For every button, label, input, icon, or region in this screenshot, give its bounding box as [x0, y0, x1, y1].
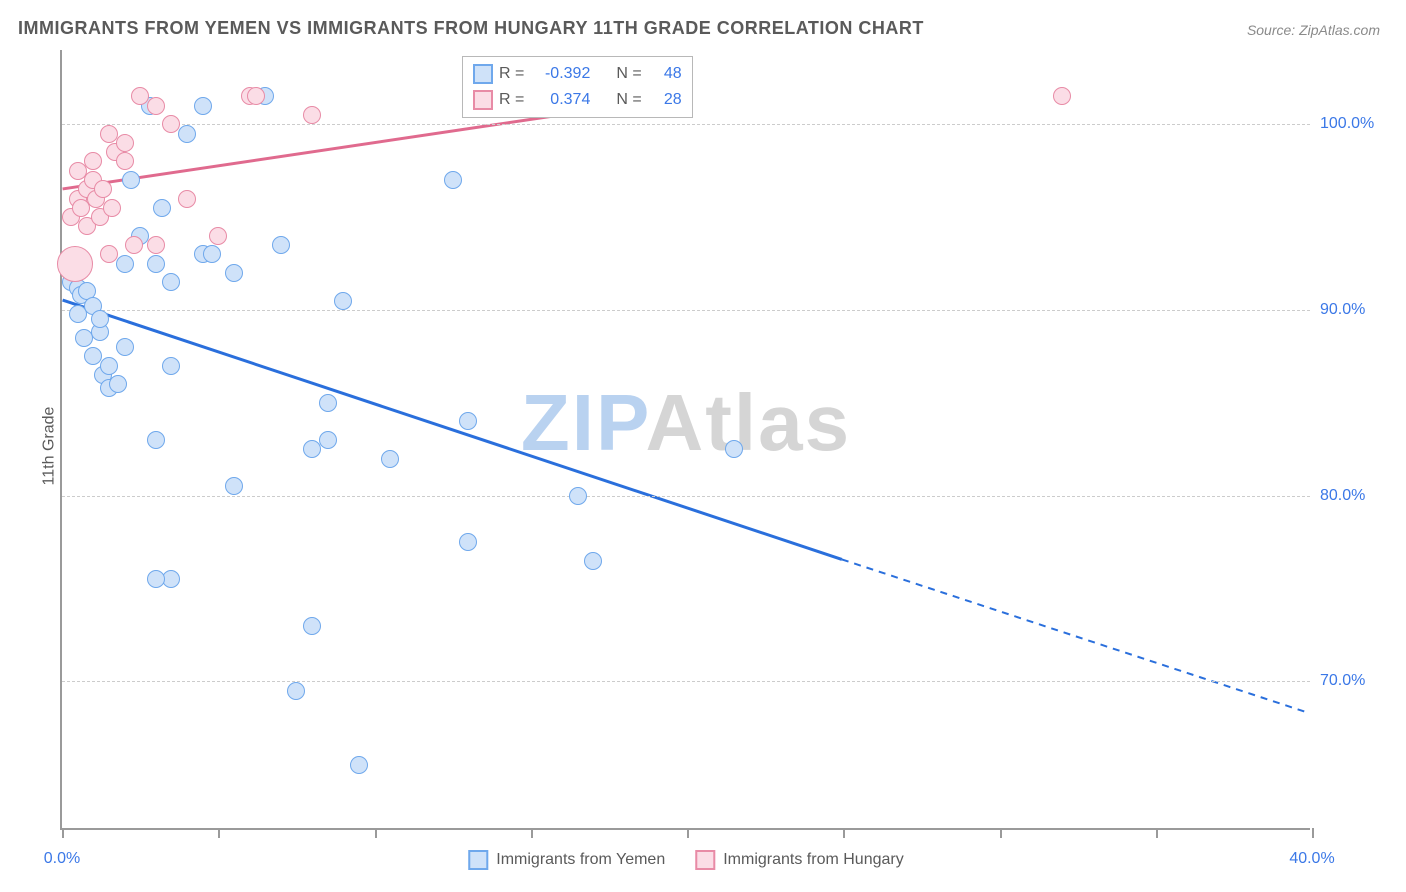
scatter-point	[303, 617, 321, 635]
x-tick	[687, 828, 689, 838]
scatter-point	[225, 477, 243, 495]
scatter-point	[350, 756, 368, 774]
scatter-point	[459, 412, 477, 430]
scatter-point	[1053, 87, 1071, 105]
x-tick	[843, 828, 845, 838]
legend-r-value-hungary: 0.374	[530, 91, 590, 109]
y-axis-label: 11th Grade	[40, 407, 58, 486]
legend-swatch-hungary	[695, 850, 715, 870]
gridline-horizontal	[62, 124, 1310, 125]
scatter-point	[116, 152, 134, 170]
scatter-point	[109, 375, 127, 393]
x-tick-label: 40.0%	[1289, 850, 1334, 868]
scatter-point	[94, 180, 112, 198]
chart-title: IMMIGRANTS FROM YEMEN VS IMMIGRANTS FROM…	[18, 18, 924, 39]
scatter-point	[103, 199, 121, 217]
scatter-point	[225, 264, 243, 282]
y-tick-label: 100.0%	[1320, 115, 1390, 133]
legend-label-yemen: Immigrants from Yemen	[496, 851, 665, 869]
scatter-point	[162, 115, 180, 133]
scatter-point	[125, 236, 143, 254]
scatter-point	[319, 394, 337, 412]
legend-row-series-1: R = -0.392 N = 48	[473, 61, 682, 87]
scatter-point	[91, 310, 109, 328]
x-tick	[531, 828, 533, 838]
legend-row-series-2: R = 0.374 N = 28	[473, 87, 682, 113]
scatter-point	[147, 255, 165, 273]
scatter-point	[100, 245, 118, 263]
scatter-point	[584, 552, 602, 570]
y-tick-label: 80.0%	[1320, 487, 1390, 505]
legend-label-hungary: Immigrants from Hungary	[723, 851, 904, 869]
legend-n-label: N =	[616, 91, 641, 109]
scatter-point	[116, 338, 134, 356]
source-attribution: Source: ZipAtlas.com	[1247, 22, 1380, 38]
scatter-point	[247, 87, 265, 105]
scatter-point	[569, 487, 587, 505]
scatter-point	[162, 273, 180, 291]
x-tick	[62, 828, 64, 838]
legend-r-label: R =	[499, 65, 524, 83]
scatter-point	[153, 199, 171, 217]
legend-r-label: R =	[499, 91, 524, 109]
scatter-point	[287, 682, 305, 700]
scatter-point	[100, 357, 118, 375]
scatter-point	[209, 227, 227, 245]
correlation-legend: R = -0.392 N = 48 R = 0.374 N = 28	[462, 56, 693, 118]
scatter-point	[334, 292, 352, 310]
x-tick	[1000, 828, 1002, 838]
x-tick	[218, 828, 220, 838]
legend-r-value-yemen: -0.392	[530, 65, 590, 83]
scatter-point	[272, 236, 290, 254]
scatter-point	[725, 440, 743, 458]
scatter-point	[122, 171, 140, 189]
scatter-plot-area: ZIPAtlas R = -0.392 N = 48 R = 0.374 N =…	[60, 50, 1310, 830]
trend-lines-layer	[62, 50, 1310, 828]
y-tick-label: 90.0%	[1320, 301, 1390, 319]
scatter-point	[178, 190, 196, 208]
y-tick-label: 70.0%	[1320, 672, 1390, 690]
scatter-point	[444, 171, 462, 189]
scatter-point	[194, 97, 212, 115]
scatter-point	[147, 570, 165, 588]
series-legend: Immigrants from Yemen Immigrants from Hu…	[468, 850, 903, 870]
scatter-point	[147, 431, 165, 449]
scatter-point	[162, 570, 180, 588]
scatter-point	[147, 97, 165, 115]
legend-item-yemen: Immigrants from Yemen	[468, 850, 665, 870]
x-tick	[375, 828, 377, 838]
scatter-point	[116, 255, 134, 273]
scatter-point	[203, 245, 221, 263]
trend-line	[63, 300, 842, 559]
legend-swatch-hungary	[473, 90, 493, 110]
legend-item-hungary: Immigrants from Hungary	[695, 850, 904, 870]
legend-n-value-yemen: 48	[648, 65, 682, 83]
scatter-point	[162, 357, 180, 375]
scatter-point	[147, 236, 165, 254]
scatter-point	[381, 450, 399, 468]
scatter-point	[303, 106, 321, 124]
legend-swatch-yemen	[468, 850, 488, 870]
gridline-horizontal	[62, 681, 1310, 682]
gridline-horizontal	[62, 310, 1310, 311]
watermark-part-2: Atlas	[645, 378, 851, 467]
gridline-horizontal	[62, 496, 1310, 497]
trend-line-extrapolated	[842, 559, 1310, 713]
scatter-point	[178, 125, 196, 143]
watermark-part-1: ZIP	[521, 378, 646, 467]
legend-n-label: N =	[616, 65, 641, 83]
x-tick	[1156, 828, 1158, 838]
legend-n-value-hungary: 28	[648, 91, 682, 109]
scatter-point	[84, 152, 102, 170]
scatter-point	[459, 533, 477, 551]
scatter-point	[116, 134, 134, 152]
x-tick-label: 0.0%	[44, 850, 80, 868]
legend-swatch-yemen	[473, 64, 493, 84]
x-tick	[1312, 828, 1314, 838]
scatter-point	[319, 431, 337, 449]
scatter-point	[57, 246, 93, 282]
watermark: ZIPAtlas	[521, 377, 851, 469]
